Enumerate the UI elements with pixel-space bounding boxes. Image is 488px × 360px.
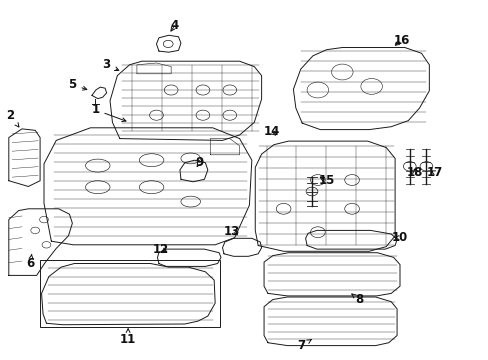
Text: 4: 4 [171,19,179,32]
Text: 7: 7 [297,339,310,352]
Text: 14: 14 [263,125,279,138]
Text: 18: 18 [406,166,422,179]
Text: 15: 15 [318,174,334,187]
Bar [40,260,220,327]
Text: 8: 8 [351,293,362,306]
Text: 5: 5 [68,78,87,91]
Text: 9: 9 [195,156,203,169]
Text: 12: 12 [152,243,168,256]
Text: 10: 10 [390,231,407,244]
Text: 6: 6 [26,254,34,270]
Text: 11: 11 [120,329,136,346]
Text: 2: 2 [6,109,19,127]
Text: 17: 17 [426,166,443,179]
Text: 13: 13 [223,225,240,238]
Text: 1: 1 [91,103,126,122]
Text: 16: 16 [393,34,409,47]
Text: 3: 3 [102,58,119,71]
